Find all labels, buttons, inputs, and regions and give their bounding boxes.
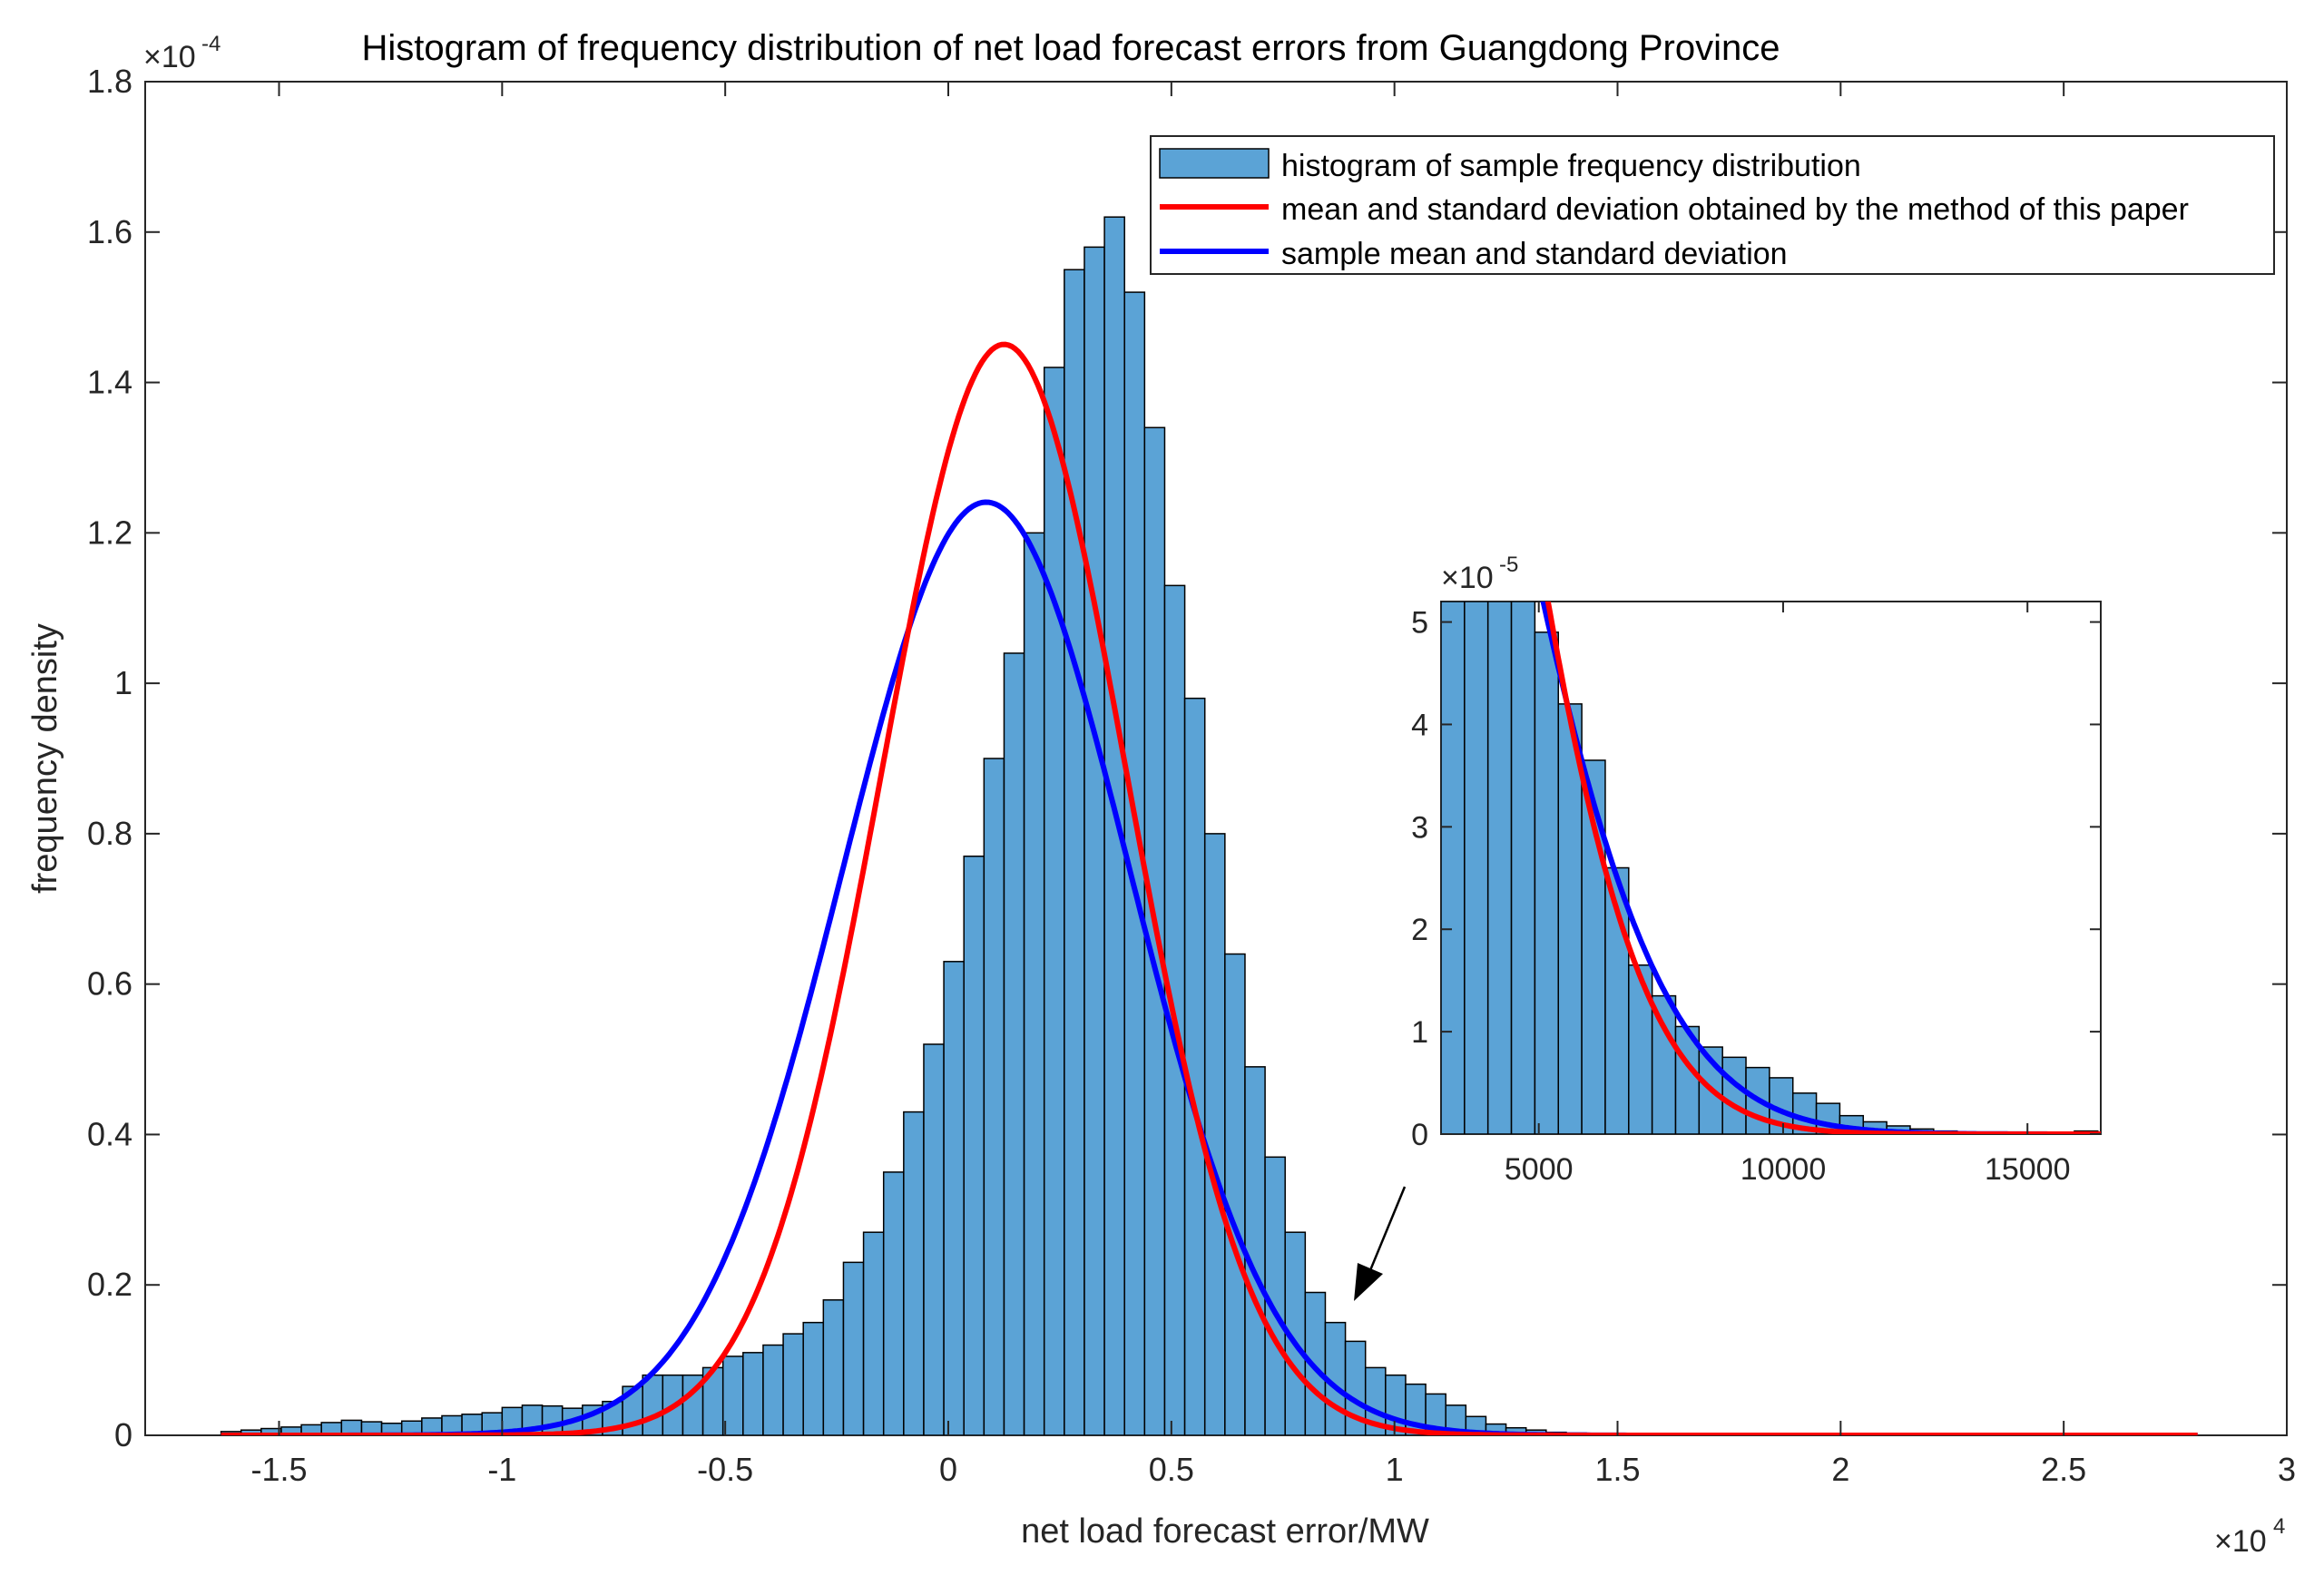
histogram-bar [1203,833,1226,1435]
y-exponent: ×10 -4 [143,32,221,74]
histogram-bar [1064,269,1085,1435]
histogram-bar [642,1374,664,1435]
y-axis-label: frequency density [26,623,64,894]
inset-axis-ticks: 5000 10000 15000 0 1 2 3 4 5 [1411,602,2101,1187]
legend: histogram of sample frequency distributi… [1150,135,2275,275]
histogram-bar [1003,652,1025,1435]
x-tick-label: 0.5 [1149,1451,1194,1488]
x-tick-label: 1.5 [1594,1451,1640,1488]
y-tick-label: 1.4 [87,364,132,401]
y-tick-label: 0.4 [87,1115,132,1152]
x-tick-label: 0 [939,1451,957,1488]
x-tick-label: 2 [1831,1451,1849,1488]
histogram-bar [1023,532,1045,1435]
y-tick-label: 0.2 [87,1266,132,1303]
inset-histogram-bar [1557,703,1583,1134]
x-tick-label: -1.5 [250,1451,307,1488]
x-tick-label: 3 [2278,1451,2296,1488]
histogram-bar [862,1231,885,1435]
svg-text:×10: ×10 [1441,561,1494,595]
legend-swatch-histogram [1159,148,1270,179]
red-fit-curve [221,341,2198,1435]
svg-text:×10: ×10 [2214,1524,2267,1559]
y-tick-label: 1 [114,664,132,701]
histogram-bar [1183,697,1206,1435]
histogram-bar [822,1299,845,1435]
inset-y-exponent: ×10 -5 [1441,553,1518,595]
histogram-bar [782,1333,804,1435]
histogram-bar [1244,1066,1266,1435]
inset-red-fit-curve [1544,602,2101,1134]
inset-y-tick-label: 1 [1411,1015,1428,1050]
y-tick-label: 1.2 [87,514,132,551]
svg-text:-4: -4 [201,32,221,56]
legend-box [1150,135,2275,275]
legend-label-red: mean and standard deviation obtained by … [1281,192,2189,227]
histogram-bar [903,1111,925,1435]
x-axis-label: net load forecast error/MW [1021,1512,1429,1551]
x-exponent: ×10 4 [2214,1514,2285,1559]
inset-histogram-bar [1441,602,1466,1134]
axis-ticks: -1.5 -1 -0.5 0 0.5 1 1.5 2 2.5 3 0 0.2 0.4 0.6 0.8 1 1.2… [87,63,2296,1488]
histogram-bar [1043,367,1065,1435]
inset-histogram-bar [1510,602,1536,1134]
inset-y-tick-label: 5 [1411,606,1428,641]
histogram-bar [802,1321,825,1435]
fit-curves [221,341,2198,1435]
x-tick-label: -1 [487,1451,516,1488]
x-tick-label: 1 [1386,1451,1404,1488]
inset-x-tick-label: 5000 [1505,1152,1574,1187]
histogram-bar [983,758,1005,1435]
inset-histogram-bar [1486,602,1513,1134]
y-tick-label: 1.8 [87,63,132,100]
chart-title: Histogram of frequency distribution of n… [361,28,1780,68]
svg-text:×10: ×10 [143,40,196,74]
y-tick-label: 1.6 [87,213,132,250]
inset-chart: 5000 10000 15000 0 1 2 3 4 5 ×10 -5 [1411,553,2102,1187]
inset-y-tick-label: 0 [1411,1118,1428,1152]
inset-histogram-bar [1464,602,1489,1134]
x-tick-label: 2.5 [2041,1451,2086,1488]
histogram-bar [1084,246,1105,1435]
histogram-bar [762,1344,784,1435]
inset-fit-curves [1540,602,2101,1134]
annotation-arrow [1354,1186,1407,1301]
svg-text:4: 4 [2273,1514,2285,1539]
histogram-bar [842,1261,865,1435]
histogram-bar [1224,953,1246,1435]
y-tick-label: 0.8 [87,815,132,852]
histogram-bar [1103,216,1125,1435]
histogram-bar [742,1352,764,1435]
histogram-bar [943,961,965,1435]
y-tick-label: 0.6 [87,965,132,1003]
x-tick-label: -0.5 [697,1451,753,1488]
inset-x-tick-label: 10000 [1741,1152,1827,1187]
inset-histogram-bar [1534,631,1559,1134]
inset-y-tick-label: 3 [1411,810,1428,845]
histogram-bars [220,216,2190,1435]
histogram-bar [541,1404,564,1435]
legend-label-blue: sample mean and standard deviation [1281,237,1788,271]
y-tick-label: 0 [114,1416,132,1453]
legend-label-histogram: histogram of sample frequency distributi… [1281,149,1861,183]
inset-y-tick-label: 4 [1411,708,1428,742]
inset-y-tick-label: 2 [1411,913,1428,947]
histogram-bar [923,1043,945,1435]
inset-x-tick-label: 15000 [1985,1152,2071,1187]
histogram-bar [963,856,985,1435]
svg-text:-5: -5 [1499,553,1518,577]
inset-histogram-bar [1721,1056,1747,1134]
histogram-bar [882,1171,905,1435]
